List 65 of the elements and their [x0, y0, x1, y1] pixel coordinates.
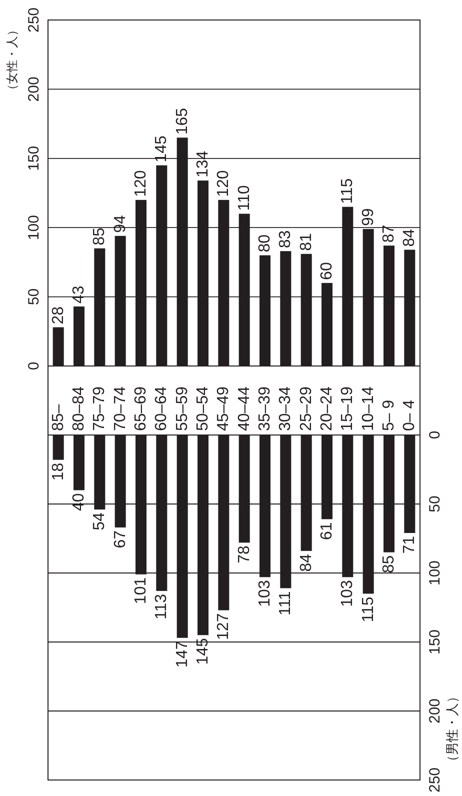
x-tick-label: 45–49	[215, 386, 232, 431]
y-tick-label: 100	[426, 560, 444, 586]
x-tick-label: 55–59	[174, 386, 191, 431]
data-label: 60	[318, 262, 336, 280]
data-label: 120	[132, 170, 150, 197]
y-axis-title: （女性・人）	[5, 24, 19, 96]
data-label: 110	[236, 185, 253, 211]
y-tick-label: 50	[26, 288, 42, 306]
data-label: 120	[215, 170, 232, 197]
y-tick-label: 200	[26, 76, 42, 102]
x-tick-label: 20–24	[318, 386, 336, 431]
data-label: 83	[277, 230, 294, 248]
data-label: 115	[360, 596, 377, 622]
data-label: 84	[298, 554, 315, 572]
x-tick-label: 60–64	[153, 386, 170, 431]
y-tick-label: 50	[426, 496, 444, 512]
y-axis-title: （男性・人）	[444, 690, 460, 768]
data-label: 71	[401, 536, 418, 554]
data-label: 99	[360, 208, 377, 226]
x-tick-label: 80–84	[70, 386, 88, 431]
data-label: 94	[112, 215, 129, 233]
y-tick-label: 200	[426, 698, 444, 724]
data-label: 78	[236, 546, 253, 564]
x-tick-label: 15–19	[339, 386, 356, 431]
x-tick-label: 50–54	[194, 386, 212, 431]
data-label: 80	[256, 234, 274, 252]
y-tick-label: 250	[26, 7, 42, 33]
data-label: 18	[50, 462, 67, 481]
x-tick-label: 10–14	[360, 386, 377, 431]
x-tick-label: 70–74	[112, 386, 129, 431]
x-tick-label: 40–44	[236, 386, 253, 431]
data-label: 61	[318, 522, 336, 540]
data-label: 67	[112, 530, 129, 548]
data-label: 111	[277, 591, 294, 616]
x-tick-label: 85–	[50, 404, 67, 431]
y-tick-label: 250	[426, 767, 444, 793]
y-tick-label: 0	[26, 362, 42, 370]
data-label: 103	[256, 580, 274, 607]
data-label: 54	[91, 512, 108, 530]
data-label: 85	[91, 227, 108, 246]
data-label: 84	[401, 228, 418, 247]
data-label: 87	[380, 224, 398, 243]
data-label: 147	[174, 640, 191, 668]
y-tick-label: 150	[426, 629, 444, 655]
data-label: 28	[50, 306, 67, 324]
x-tick-label: 5– 9	[380, 400, 398, 431]
x-tick-label: 0– 4	[401, 400, 418, 431]
data-label: 134	[194, 150, 212, 178]
x-tick-label: 65–69	[132, 386, 150, 431]
x-tick-label: 30–34	[277, 386, 294, 431]
x-tick-label: 25–29	[298, 386, 315, 431]
data-label: 113	[153, 594, 170, 620]
data-label: 81	[298, 233, 315, 251]
data-label: 145	[194, 638, 212, 665]
data-label: 127	[215, 613, 232, 640]
y-tick-label: 100	[26, 215, 42, 240]
data-label: 103	[339, 580, 356, 607]
x-tick-label: 35–39	[256, 386, 274, 431]
x-tick-label: 75–79	[91, 386, 108, 431]
data-label: 115	[339, 178, 356, 204]
data-label: 85	[380, 555, 398, 574]
y-tick-label: 0	[426, 430, 444, 440]
data-label: 101	[132, 577, 150, 604]
y-tick-label: 150	[26, 146, 42, 171]
data-label: 165	[174, 108, 191, 135]
